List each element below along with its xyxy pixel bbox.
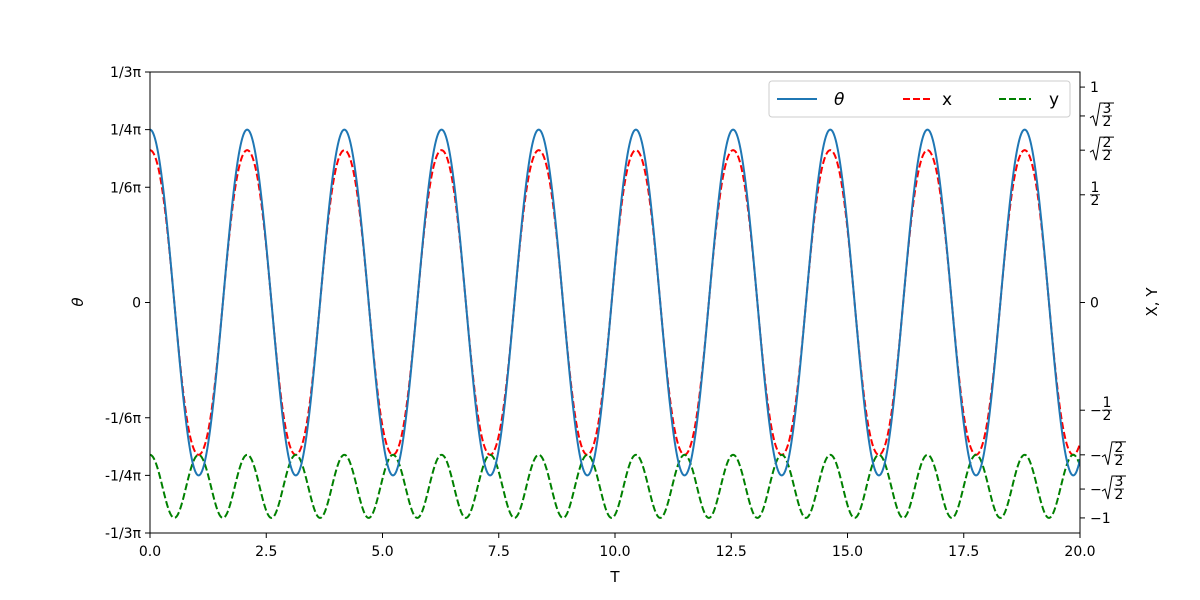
- y-right-tick-label: 1: [1090, 80, 1099, 96]
- x-tick-label: 5.0: [371, 544, 393, 560]
- series-line-theta: [150, 128, 1080, 477]
- legend: θ x y: [768, 80, 1071, 118]
- x-tick-label: 12.5: [716, 544, 747, 560]
- y-axis-left-label: θ: [69, 297, 87, 306]
- x-tick-label: 15.0: [832, 544, 863, 560]
- svg-text:0: 0: [1090, 296, 1099, 312]
- y-left-tick-label: 1/4π: [110, 123, 142, 139]
- x-tick-label: 7.5: [488, 544, 510, 560]
- legend-label-x: x: [942, 90, 952, 110]
- y-left-tick-label: 1/3π: [110, 65, 142, 81]
- svg-text:3: 3: [1115, 474, 1124, 490]
- svg-text:2: 2: [1115, 440, 1124, 456]
- svg-text:1: 1: [1103, 395, 1112, 411]
- svg-text:3: 3: [1103, 101, 1112, 117]
- svg-text:2: 2: [1103, 114, 1112, 130]
- svg-text:2: 2: [1103, 408, 1112, 424]
- svg-text:2: 2: [1091, 193, 1100, 209]
- svg-text:−: −: [1090, 448, 1102, 464]
- y-right-tick-label: 32: [1089, 101, 1114, 130]
- x-axis-label: T: [609, 568, 620, 586]
- x-tick-label: 20.0: [1064, 544, 1095, 560]
- y-left-tick-label: -1/3π: [105, 526, 142, 542]
- y-right-tick-label: −1: [1090, 511, 1111, 527]
- y-left-tick-label: 0: [132, 296, 141, 312]
- x-tick-label: 0.0: [139, 544, 161, 560]
- svg-text:2: 2: [1115, 453, 1124, 469]
- y-axis-right-label: X, Y: [1143, 287, 1161, 317]
- svg-text:−: −: [1090, 482, 1102, 498]
- series-line-y: [150, 453, 1080, 519]
- y-right-tick-label: 0: [1090, 296, 1099, 312]
- y-right-tick-label: −22: [1090, 440, 1126, 469]
- series-line-x: [150, 149, 1080, 456]
- svg-text:2: 2: [1103, 135, 1112, 151]
- svg-text:−: −: [1090, 403, 1102, 419]
- y-left-tick-label: 1/6π: [110, 180, 142, 196]
- svg-text:2: 2: [1115, 487, 1124, 503]
- x-tick-label: 17.5: [948, 544, 979, 560]
- y-right-tick-label: 12: [1090, 180, 1100, 209]
- x-tick-label: 10.0: [599, 544, 630, 560]
- legend-label-theta: θ: [834, 90, 845, 110]
- y-right-tick-label: −32: [1090, 474, 1126, 503]
- series-layer: [150, 128, 1080, 519]
- y-left-tick-label: -1/6π: [105, 411, 142, 427]
- y-left-tick-label: -1/4π: [105, 468, 142, 484]
- svg-text:1: 1: [1091, 180, 1100, 196]
- x-tick-label: 2.5: [255, 544, 277, 560]
- svg-text:−1: −1: [1090, 511, 1111, 527]
- y-axis-left: 1/3π 1/4π 1/6π 0 -1/6π -1/4π -1/3π: [105, 65, 150, 542]
- x-axis: 0.0 2.5 5.0 7.5 10.0 12.5 15.0 17.5 20.0: [139, 533, 1096, 560]
- y-right-tick-label: 22: [1089, 135, 1114, 164]
- legend-label-y: y: [1049, 90, 1059, 110]
- svg-text:2: 2: [1103, 148, 1112, 164]
- svg-text:1: 1: [1090, 80, 1099, 96]
- y-right-tick-label: −12: [1090, 395, 1112, 424]
